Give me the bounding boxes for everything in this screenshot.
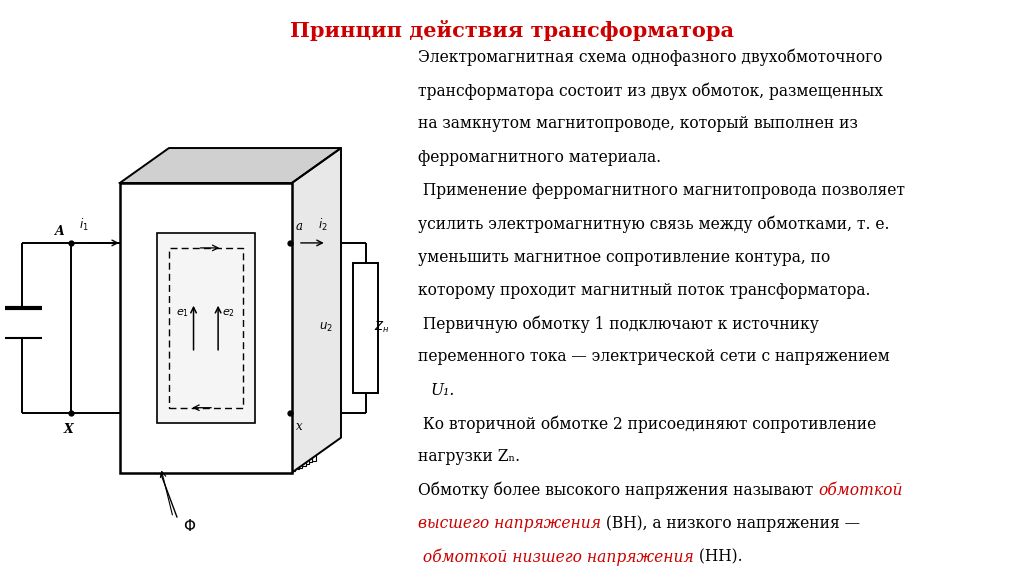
Text: $i_1$: $i_1$ [79, 217, 89, 233]
Text: (ВН), а низкого напряжения —: (ВН), а низкого напряжения — [601, 515, 860, 532]
Text: $e_2$: $e_2$ [222, 307, 236, 319]
Text: Принцип действия трансформатора: Принцип действия трансформатора [290, 20, 734, 41]
Polygon shape [292, 148, 341, 472]
Bar [157, 233, 255, 422]
Bar [155, 158, 316, 461]
Text: (НН).: (НН). [693, 548, 742, 565]
Text: обмоткой: обмоткой [818, 482, 902, 499]
Text: усилить электромагнитную связь между обмотками, т. е.: усилить электромагнитную связь между обм… [418, 215, 889, 232]
Text: $u_2$: $u_2$ [318, 321, 333, 335]
Text: x: x [296, 420, 302, 433]
Text: U₁.: U₁. [430, 382, 455, 399]
Text: $e_1$: $e_1$ [176, 307, 189, 319]
Bar [125, 180, 295, 471]
Text: трансформатора состоит из двух обмоток, размещенных: трансформатора состоит из двух обмоток, … [418, 82, 883, 99]
Text: Обмотку более высокого напряжения называют: Обмотку более высокого напряжения называ… [418, 482, 818, 499]
Text: $Z_н$: $Z_н$ [374, 320, 389, 335]
Text: $i_2$: $i_2$ [318, 217, 328, 233]
Text: Ко вторичной обмотке 2 присоединяют сопротивление: Ко вторичной обмотке 2 присоединяют сопр… [418, 415, 877, 432]
Text: Применение ферромагнитного магнитопровода позволяет: Применение ферромагнитного магнитопровод… [418, 182, 905, 199]
Text: A: A [54, 225, 65, 238]
Text: a: a [296, 220, 303, 233]
Text: которому проходит магнитный поток трансформатора.: которому проходит магнитный поток трансф… [418, 282, 870, 299]
Text: уменьшить магнитное сопротивление контура, по: уменьшить магнитное сопротивление контур… [418, 249, 830, 266]
Text: X: X [63, 422, 74, 436]
Text: ферромагнитного материала.: ферромагнитного материала. [418, 149, 660, 166]
Text: высшего напряжения: высшего напряжения [418, 515, 601, 532]
Bar [144, 165, 309, 464]
Bar [120, 183, 292, 472]
Bar [134, 173, 302, 468]
Bar [139, 169, 305, 466]
Text: 2: 2 [247, 321, 255, 334]
Bar [353, 263, 378, 393]
Text: нагрузки Zₙ.: нагрузки Zₙ. [418, 448, 520, 466]
Text: $\Phi$: $\Phi$ [183, 518, 196, 534]
Text: Электромагнитная схема однофазного двухобмоточного: Электромагнитная схема однофазного двухо… [418, 49, 882, 66]
Bar [130, 176, 299, 469]
Text: обмоткой низшего напряжения: обмоткой низшего напряжения [418, 548, 693, 565]
Text: переменного тока — электрической сети с напряжением: переменного тока — электрической сети с … [418, 348, 890, 366]
Text: 1: 1 [157, 321, 165, 334]
Bar [150, 162, 312, 463]
Text: на замкнутом магнитопроводе, который выполнен из: на замкнутом магнитопроводе, который вып… [418, 115, 858, 133]
Text: Первичную обмотку 1 подключают к источнику: Первичную обмотку 1 подключают к источни… [418, 315, 818, 332]
Polygon shape [120, 148, 341, 183]
